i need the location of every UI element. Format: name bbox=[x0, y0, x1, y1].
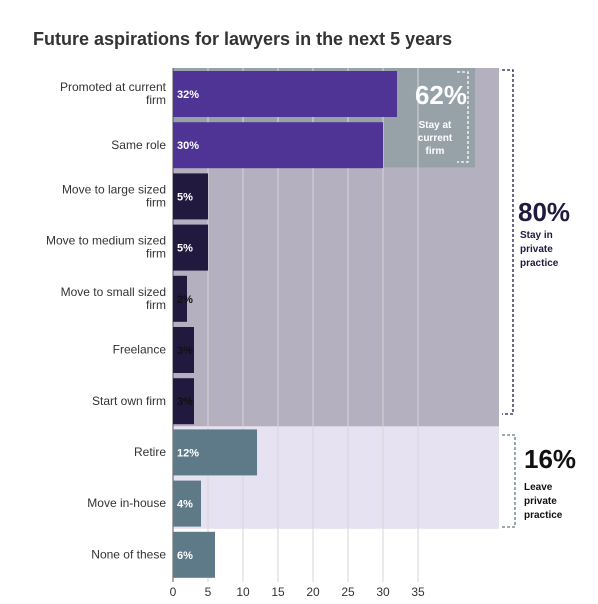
bar-value-label: 3% bbox=[177, 345, 193, 357]
bar-value-label: 12% bbox=[177, 447, 199, 459]
category-label: Retire bbox=[134, 445, 166, 459]
x-tick-label: 20 bbox=[306, 585, 320, 599]
x-tick-label: 25 bbox=[341, 585, 355, 599]
bar bbox=[173, 71, 397, 117]
bracket-stay-private bbox=[502, 69, 514, 415]
group-annotations: 62% Stay at current firm 80% Stay in private pr… bbox=[415, 69, 576, 528]
annotation-text: Stay in bbox=[520, 230, 553, 241]
bar bbox=[173, 378, 194, 425]
x-tick-label: 15 bbox=[271, 585, 285, 599]
category-label: firm bbox=[146, 247, 166, 261]
category-label: firm bbox=[146, 196, 166, 210]
bar-value-label: 32% bbox=[177, 89, 199, 101]
x-tick-label: 0 bbox=[170, 585, 177, 599]
annotation-text: Stay at bbox=[419, 120, 452, 131]
category-label: Promoted at current bbox=[60, 80, 167, 94]
category-label: Same role bbox=[111, 138, 166, 152]
bracket-stay-current bbox=[457, 71, 469, 163]
category-label: firm bbox=[146, 93, 166, 107]
x-tick-label: 30 bbox=[376, 585, 390, 599]
annotation-text: private bbox=[524, 496, 557, 507]
category-label: Freelance bbox=[113, 343, 167, 357]
bar bbox=[173, 531, 215, 578]
bar bbox=[173, 122, 383, 169]
category-label: firm bbox=[146, 298, 166, 312]
category-label: Move to large sized bbox=[62, 183, 166, 197]
annotation-text: Leave bbox=[524, 482, 553, 493]
stat-62-percent: 62% bbox=[415, 80, 467, 110]
bar bbox=[173, 275, 187, 322]
category-label: Move to small sized bbox=[61, 285, 166, 299]
x-tick-label: 10 bbox=[236, 585, 250, 599]
bar-value-label: 5% bbox=[177, 243, 193, 255]
bar-value-label: 30% bbox=[177, 140, 199, 152]
bar bbox=[173, 327, 194, 373]
annotation-text: practice bbox=[520, 258, 559, 269]
x-axis-ticks: 0 5 10 15 20 25 30 35 bbox=[170, 585, 425, 599]
bar-value-label: 6% bbox=[177, 550, 193, 562]
category-label: Move to medium sized bbox=[46, 234, 166, 248]
bar-value-label: 2% bbox=[177, 294, 193, 306]
stat-80-percent: 80% bbox=[518, 197, 570, 227]
stat-16-percent: 16% bbox=[524, 444, 576, 474]
annotation-text: current bbox=[418, 133, 453, 144]
bar bbox=[173, 224, 208, 271]
bar bbox=[173, 480, 201, 527]
bar bbox=[173, 429, 257, 476]
annotation-text: practice bbox=[524, 510, 563, 521]
annotation-text: firm bbox=[426, 146, 445, 157]
bars: 32% 30% 5% 5% 2% 3% 3% 12% 4% 6% bbox=[173, 71, 397, 578]
x-tick-label: 5 bbox=[205, 585, 212, 599]
bar-value-label: 4% bbox=[177, 499, 193, 511]
x-tick-label: 35 bbox=[411, 585, 425, 599]
annotation-text: private bbox=[520, 244, 553, 255]
bracket-leave-private bbox=[502, 434, 516, 528]
bar-value-label: 5% bbox=[177, 191, 193, 203]
category-label: None of these bbox=[91, 547, 166, 561]
bar bbox=[173, 173, 208, 220]
category-label: Move in-house bbox=[87, 496, 166, 510]
category-label: Start own firm bbox=[92, 394, 166, 408]
bar-value-label: 3% bbox=[177, 396, 193, 408]
chart-title: Future aspirations for lawyers in the ne… bbox=[33, 29, 453, 49]
